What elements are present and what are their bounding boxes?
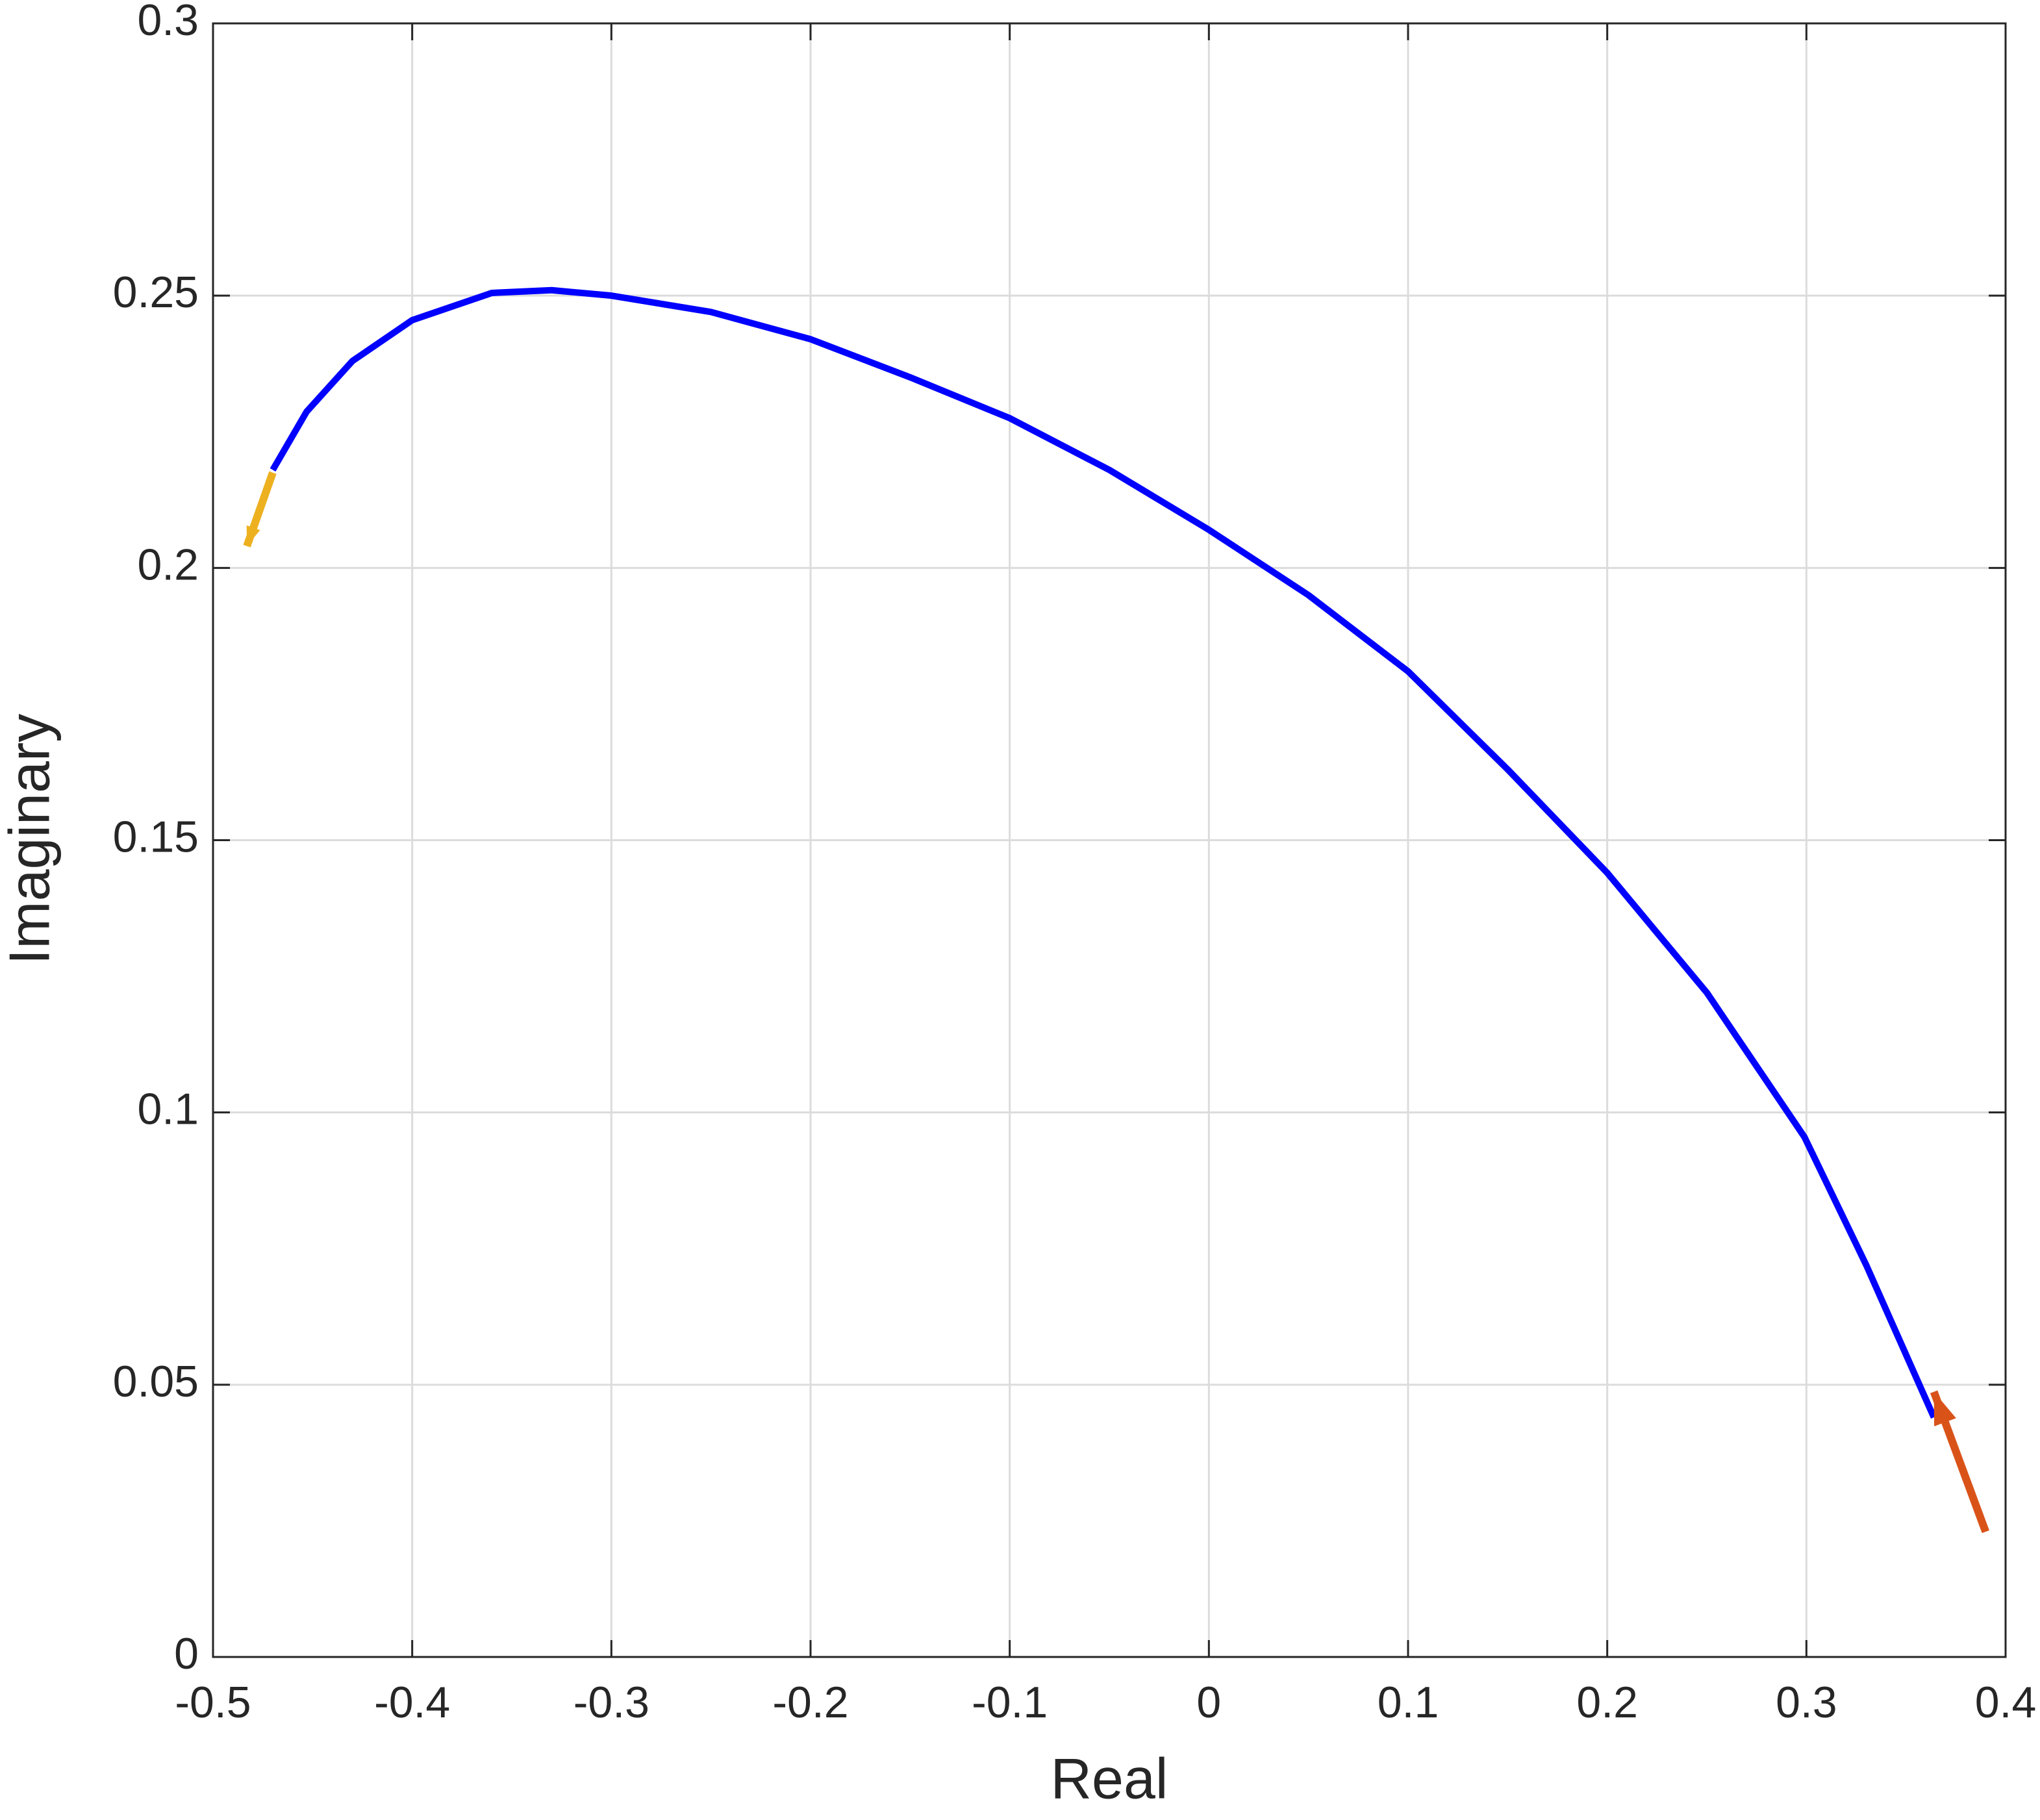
curve xyxy=(270,286,1937,1419)
x-tick-label: -0.2 xyxy=(772,1678,848,1727)
x-tick-label: -0.1 xyxy=(972,1678,1048,1727)
x-tick-label: -0.5 xyxy=(175,1678,251,1727)
y-tick-label: 0 xyxy=(174,1629,199,1678)
x-tick-label: 0.3 xyxy=(1776,1678,1837,1727)
plot-frame xyxy=(212,22,2007,1658)
y-tick-label: 0.05 xyxy=(113,1357,199,1406)
x-axis-label: Real xyxy=(1051,1746,1168,1810)
y-tick-label: 0.15 xyxy=(113,812,199,861)
y-axis-label: Imaginary xyxy=(0,714,61,965)
x-tick-label: 0.1 xyxy=(1378,1678,1439,1727)
y-tick-label: 0.1 xyxy=(137,1085,199,1134)
x-tick-label: 0.2 xyxy=(1576,1678,1638,1727)
y-tick-label: 0.25 xyxy=(113,268,199,317)
arrow-head xyxy=(1933,1391,1956,1426)
y-tick-label: 0.2 xyxy=(137,540,199,589)
x-tick-label: -0.4 xyxy=(374,1678,450,1727)
y-tick-label: 0.3 xyxy=(137,0,199,45)
x-tick-label: -0.3 xyxy=(573,1678,649,1727)
x-tick-label: 0 xyxy=(1196,1678,1221,1727)
x-tick-label: 0.4 xyxy=(1975,1678,2037,1727)
arrow-head xyxy=(246,525,260,546)
